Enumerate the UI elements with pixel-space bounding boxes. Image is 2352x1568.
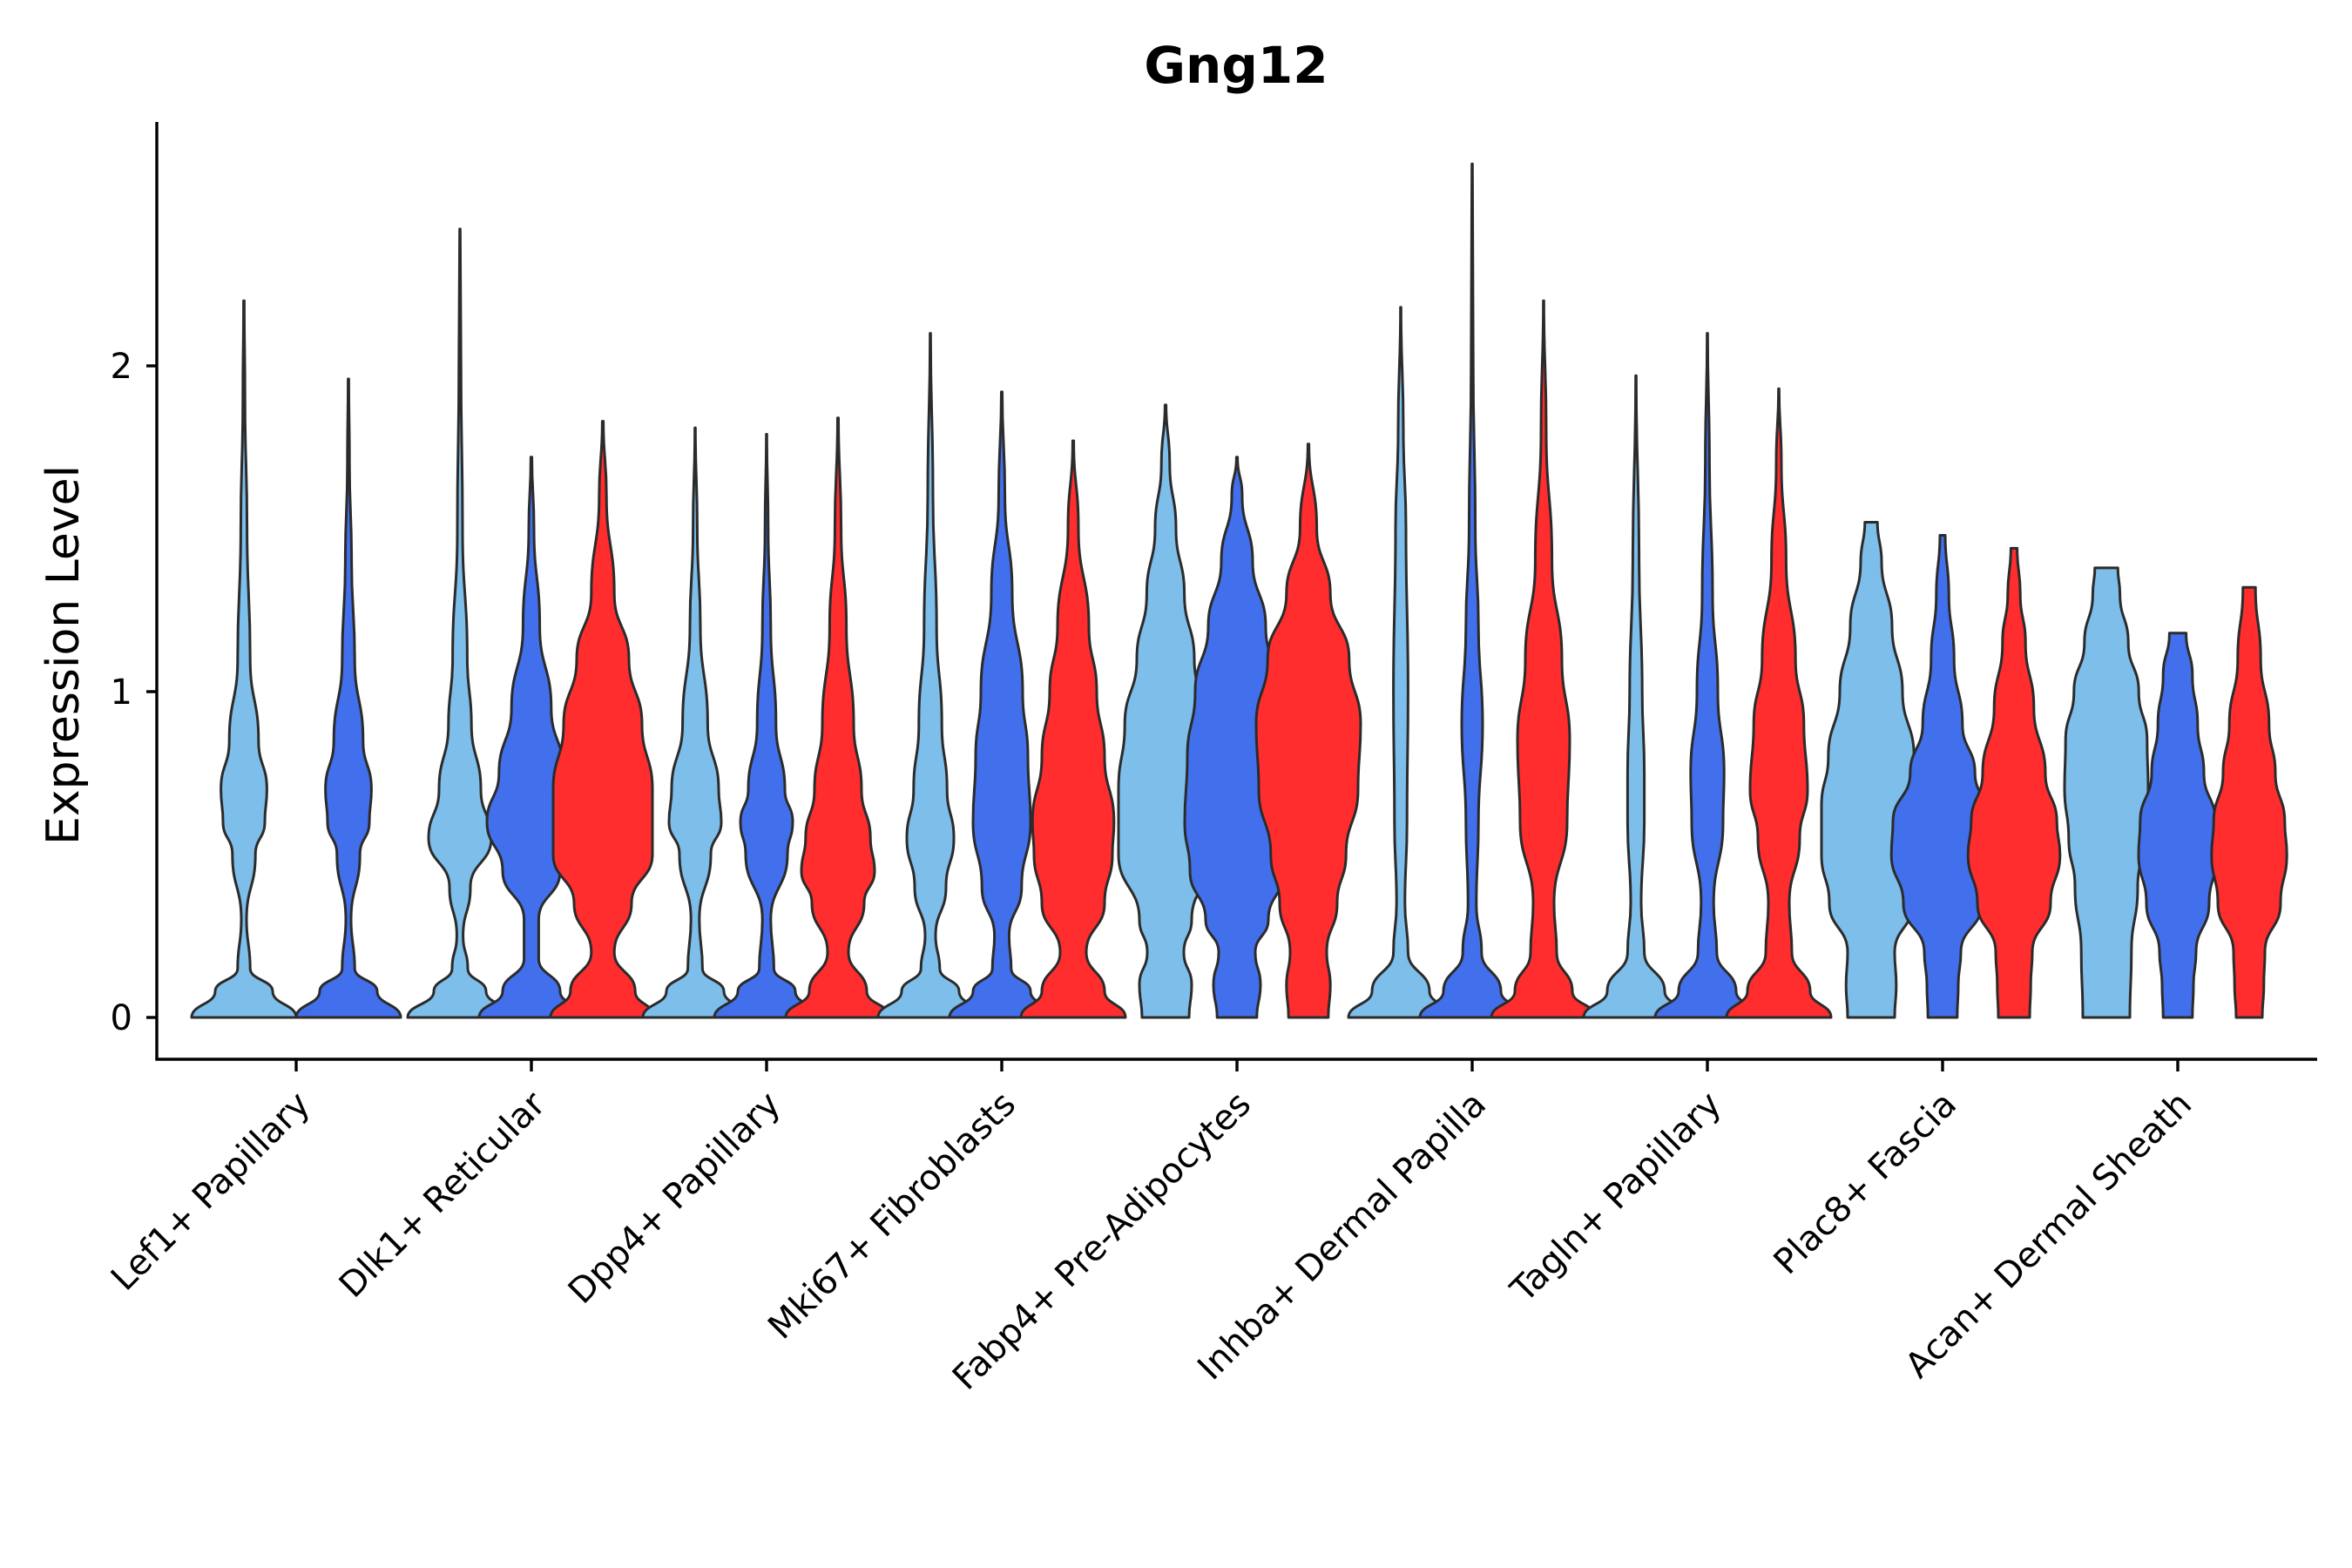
chart-title: Gng12	[1144, 36, 1328, 95]
y-tick-label: 0	[111, 998, 132, 1038]
violin-acan-dermal-sheath-red	[2210, 585, 2288, 1019]
violin-mki67-fibroblasts-light-blue	[876, 332, 984, 1019]
y-tick-label: 1	[111, 672, 132, 713]
x-tick-label-mki67-fibroblasts: Mki67+ Fibroblasts	[760, 1085, 1024, 1348]
violin-tagln-papillary-red	[1725, 387, 1833, 1019]
violin-dlk1-reticular-red	[549, 420, 657, 1019]
x-tick-label-dlk1-reticular: Dlk1+ Reticular	[332, 1084, 554, 1306]
violin-dpp4-papillary-red	[784, 416, 892, 1019]
violin-lef1-papillary-light-blue	[190, 299, 298, 1019]
y-tick-label: 2	[111, 347, 132, 387]
violin-layer	[190, 162, 2288, 1019]
violin-inhba-dermal-papilla-royal-blue	[1418, 162, 1526, 1019]
violin-mki67-fibroblasts-royal-blue	[948, 390, 1056, 1019]
y-axis-ticks: 0 1 2	[111, 347, 157, 1038]
violin-inhba-dermal-papilla-light-blue	[1347, 306, 1455, 1019]
x-tick-label-tagln-papillary: Tagln+ Papillary	[1503, 1085, 1729, 1311]
violin-fabp4-pre-adipocytes-red	[1254, 443, 1362, 1019]
violin-dlk1-reticular-light-blue	[406, 227, 514, 1019]
x-tick-label-dpp4-papillary: Dpp4+ Papillary	[561, 1085, 788, 1312]
x-axis-ticks: Lef1+ Papillary Dlk1+ Reticular Dpp4+ Papi…	[104, 1059, 2200, 1398]
violin-tagln-papillary-royal-blue	[1653, 332, 1761, 1019]
violin-dpp4-papillary-royal-blue	[713, 433, 821, 1019]
violin-acan-dermal-sheath-royal-blue	[2137, 632, 2219, 1019]
violin-plac8-fascia-red	[1966, 546, 2062, 1019]
violin-dlk1-reticular-royal-blue	[477, 456, 585, 1019]
violin-acan-dermal-sheath-light-blue	[2063, 566, 2150, 1019]
violin-mki67-fibroblasts-red	[1019, 439, 1127, 1019]
x-tick-label-lef1-papillary: Lef1+ Papillary	[104, 1085, 318, 1299]
violin-plac8-fascia-light-blue	[1820, 521, 1923, 1019]
y-axis-label: Expression Level	[37, 465, 90, 845]
x-tick-label-plac8-fascia: Plac8+ Fascia	[1767, 1085, 1965, 1283]
violin-dpp4-papillary-light-blue	[641, 426, 749, 1019]
violin-tagln-papillary-light-blue	[1582, 374, 1690, 1019]
violin-inhba-dermal-papilla-red	[1490, 299, 1598, 1019]
violin-lef1-papillary-royal-blue	[294, 377, 402, 1019]
